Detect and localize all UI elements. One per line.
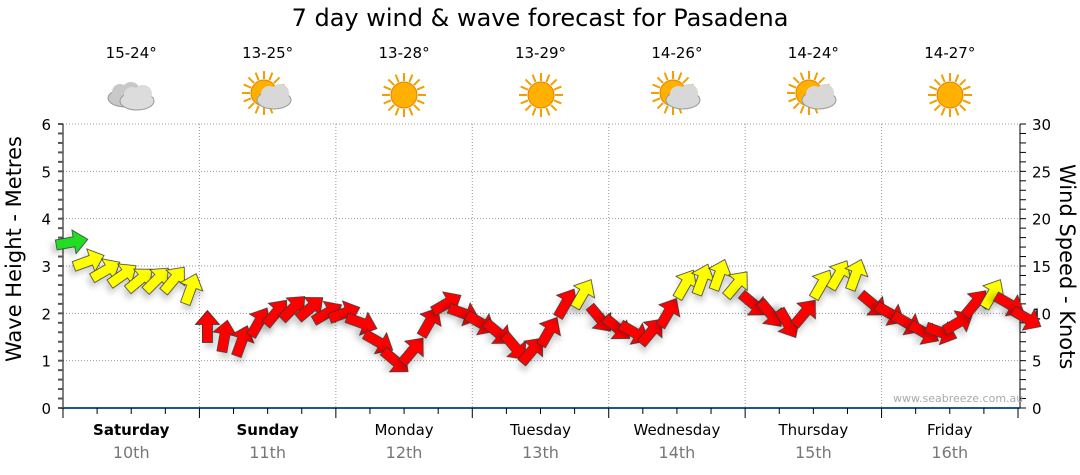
day-name: Tuesday [509,421,572,439]
wind-arrow [960,290,987,320]
wind-arrow [1009,305,1042,331]
day-temperature: 13-29° [514,44,567,62]
day-temperature: 14-26° [651,44,703,62]
left-tick-label: 5 [41,163,51,181]
credit-watermark: www.seabreeze.com.au [893,392,1024,405]
wind-arrow [570,279,596,311]
sunny-icon [374,70,434,120]
partly-cloudy-icon [238,70,298,120]
day-name: Sunday [236,421,299,439]
right-tick-label: 30 [1032,116,1051,134]
wind-arrow [194,309,221,343]
left-axis-label: Wave Height - Metres [2,136,26,362]
right-tick-label: 15 [1032,258,1051,276]
wind-arrow [159,266,185,296]
right-tick-label: 25 [1032,163,1051,181]
wind-arrow [601,313,631,340]
day-temperature: 13-25° [242,44,294,62]
sunny-icon [511,70,571,120]
wind-arrow [844,258,869,292]
day-date: 16th [931,443,969,462]
wind-arrow [398,337,424,367]
wind-arrow [536,317,561,349]
day-temperature: 15-24° [105,44,157,62]
partly-cloudy-icon [783,70,843,120]
wind-arrow [722,271,748,301]
wind-arrow [54,229,89,255]
left-tick-label: 0 [41,400,51,418]
wind-arrow [517,337,543,367]
wind-arrow [790,299,816,329]
day-name: Friday [927,421,973,439]
right-tick-label: 0 [1032,400,1042,418]
right-tick-label: 5 [1032,353,1042,371]
partly-cloudy-icon [647,70,707,120]
wind-arrow [941,310,974,336]
wind-arrow [655,298,681,330]
day-date: 11th [249,443,287,462]
sunny-icon [920,70,980,120]
day-temperature: 14-27° [924,44,976,62]
day-name: Monday [374,421,434,439]
day-date: 13th [522,443,559,462]
left-tick-label: 1 [41,353,51,371]
wind-arrow [416,307,442,339]
day-temperature: 14-24° [787,44,839,62]
right-axis-label: Wind Speed - Knots [1055,164,1079,370]
cloudy-icon [101,70,161,120]
left-tick-label: 6 [41,116,51,134]
wind-arrow [361,329,394,355]
left-tick-label: 2 [41,305,51,323]
wind-arrow [636,318,663,348]
day-temperature: 13-28° [378,44,430,62]
chart-title: 7 day wind & wave forecast for Pasadena [291,4,789,32]
left-tick-label: 4 [41,211,51,229]
wind-arrow [756,298,782,327]
wind-arrow [179,273,204,306]
day-name: Wednesday [633,421,721,439]
day-date: 14th [658,443,696,462]
wind-arrow [344,311,378,336]
day-date: 10th [112,443,150,462]
left-tick-label: 3 [41,258,51,276]
day-date: 12th [385,443,423,462]
day-name: Saturday [93,421,170,439]
day-date: 15th [794,443,832,462]
wind-arrow [71,248,105,273]
right-tick-label: 20 [1032,211,1051,229]
wind-arrow [737,289,767,316]
day-name: Thursday [778,421,849,439]
